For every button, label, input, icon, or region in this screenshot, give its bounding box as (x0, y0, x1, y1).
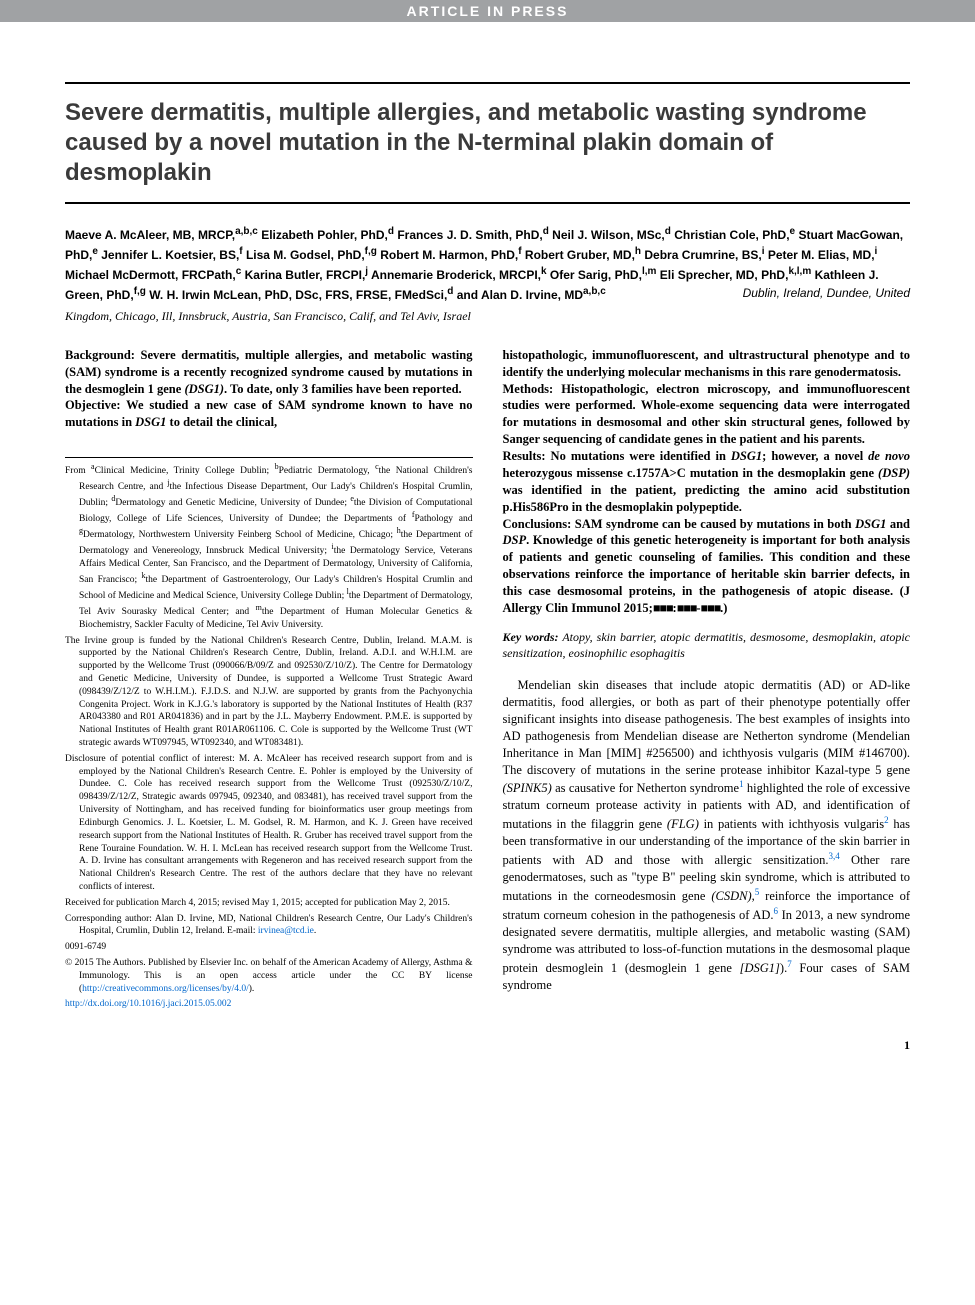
abstract-methods: Methods: Histopathologic, electron micro… (503, 381, 911, 449)
locations-rest: Kingdom, Chicago, Ill, Innsbruck, Austri… (65, 308, 910, 325)
page-container: Severe dermatitis, multiple allergies, a… (0, 22, 975, 1083)
abstract-background: Background: Severe dermatitis, multiple … (65, 347, 473, 398)
two-column-layout: Background: Severe dermatitis, multiple … (65, 347, 910, 1014)
abstract-objective-cont: histopathologic, immunofluorescent, and … (503, 347, 911, 381)
corresponding-email-link[interactable]: irvinea@tcd.ie (258, 926, 314, 936)
body-text: Mendelian skin diseases that include ato… (503, 677, 911, 994)
cc-license-link[interactable]: http://creativecommons.org/licenses/by/4… (82, 984, 249, 994)
footnotes-block: From aClinical Medicine, Trinity College… (65, 457, 473, 1011)
keywords-text: Atopy, skin barrier, atopic dermatitis, … (503, 630, 911, 660)
authors-line: Maeve A. McAleer, MB, MRCP,a,b,c Elizabe… (65, 224, 910, 304)
body-paragraph-1: Mendelian skin diseases that include ato… (503, 677, 911, 994)
abstract-left: Background: Severe dermatitis, multiple … (65, 347, 473, 431)
article-in-press-banner: ARTICLE IN PRESS (0, 0, 975, 22)
abstract-results: Results: No mutations were identified in… (503, 448, 911, 516)
abstract-right: histopathologic, immunofluorescent, and … (503, 347, 911, 617)
abstract-conclusions: Conclusions: SAM syndrome can be caused … (503, 516, 911, 617)
footnote-disclosure: Disclosure of potential conflict of inte… (65, 753, 473, 894)
locations-inline: Dublin, Ireland, Dundee, United (743, 284, 910, 302)
right-column: histopathologic, immunofluorescent, and … (503, 347, 911, 1014)
title-block: Severe dermatitis, multiple allergies, a… (65, 82, 910, 204)
doi-link[interactable]: http://dx.doi.org/10.1016/j.jaci.2015.05… (65, 999, 231, 1009)
page-number: 1 (65, 1038, 910, 1053)
cc-close: ). (249, 984, 255, 994)
authors-block: Maeve A. McAleer, MB, MRCP,a,b,c Elizabe… (65, 224, 910, 325)
abstract-objective: Objective: We studied a new case of SAM … (65, 397, 473, 431)
footnote-funding: The Irvine group is funded by the Nation… (65, 635, 473, 750)
left-column: Background: Severe dermatitis, multiple … (65, 347, 473, 1014)
article-title: Severe dermatitis, multiple allergies, a… (65, 98, 910, 188)
footnote-received: Received for publication March 4, 2015; … (65, 897, 473, 910)
footnote-from: From aClinical Medicine, Trinity College… (65, 462, 473, 631)
keywords-label: Key words: (503, 630, 559, 644)
footnote-doi: http://dx.doi.org/10.1016/j.jaci.2015.05… (65, 998, 473, 1011)
footnote-issn: 0091-6749 (65, 941, 473, 954)
keywords-block: Key words: Atopy, skin barrier, atopic d… (503, 629, 911, 661)
footnote-copyright: © 2015 The Authors. Published by Elsevie… (65, 957, 473, 995)
footnote-corresponding: Corresponding author: Alan D. Irvine, MD… (65, 913, 473, 939)
